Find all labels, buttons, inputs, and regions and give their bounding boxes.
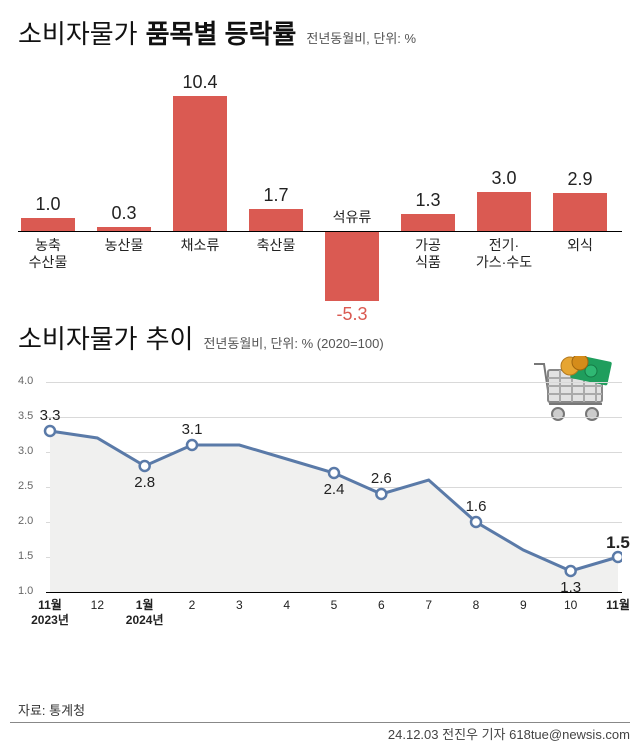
bar-value-label: 0.3: [111, 203, 136, 224]
bar-value-label: 1.3: [415, 190, 440, 211]
line-title-bold: 추이: [146, 319, 194, 356]
point-label: 1.5: [606, 533, 630, 553]
bar-category-label: 농산물: [105, 237, 144, 254]
x-tick-label: 12: [91, 598, 104, 613]
bar-title-row: 소비자물가 품목별 등락률 전년동월비, 단위: %: [18, 14, 622, 51]
x-tick-label: 3: [236, 598, 243, 613]
x-tick-label: 8: [473, 598, 480, 613]
line-title-light: 소비자물가: [18, 319, 138, 356]
x-tick-label: 6: [378, 598, 385, 613]
line-chart: 1.01.52.02.53.03.54.03.32.83.12.42.61.61…: [18, 364, 622, 664]
bar-rect: [173, 96, 227, 231]
x-tick-label: 1월 2024년: [126, 598, 164, 628]
credit: 24.12.03 전진우 기자 618tue@newsis.com: [388, 724, 630, 743]
x-tick-label: 11월: [606, 598, 630, 613]
bar-rect: [325, 232, 379, 301]
source: 자료: 통계청: [18, 700, 85, 719]
point-label: 2.6: [371, 470, 392, 487]
credit-divider: [10, 722, 630, 723]
point-label: 3.3: [40, 407, 61, 424]
bar-rect: [249, 209, 303, 231]
bar-category-label: 외식: [567, 237, 593, 254]
bar-subtitle: 전년동월비, 단위: %: [306, 28, 416, 47]
line-section: 소비자물가 추이 전년동월비, 단위: % (2020=100): [0, 297, 640, 664]
line-subtitle: 전년동월비, 단위: % (2020=100): [203, 333, 383, 352]
bar-title-light: 소비자물가: [18, 14, 138, 51]
bar-section: 소비자물가 품목별 등락률 전년동월비, 단위: % 1.0 농축 수산물 0.3 농…: [0, 0, 640, 297]
bar-chart: 1.0농축 수산물0.3농산물10.4채소류1.7축산물-5.3석유류1.3가공…: [18, 57, 622, 297]
bar-rect: [553, 193, 607, 231]
bar-value-label: 1.0: [35, 194, 60, 215]
bar-rect: [97, 227, 151, 231]
bar-rect: [21, 218, 75, 231]
x-tick-label: 7: [425, 598, 432, 613]
x-tick-label: 2: [189, 598, 196, 613]
bar-value-label: 2.9: [567, 169, 592, 190]
bar-category-label: 농축 수산물: [29, 237, 68, 271]
bar-baseline: [18, 231, 622, 232]
bar-category-label: 축산물: [257, 237, 296, 254]
line-title-row: 소비자물가 추이 전년동월비, 단위: % (2020=100): [18, 319, 622, 356]
x-tick-label: 10: [564, 598, 577, 613]
bar-category-label: 전기· 가스·수도: [476, 237, 532, 271]
bar-value-label: 10.4: [182, 72, 217, 93]
line-svg: [18, 364, 622, 664]
source-value: 통계청: [49, 703, 85, 718]
x-tick-label: 11월 2023년: [31, 598, 69, 628]
bar-value-label: 3.0: [491, 168, 516, 189]
point-label: 2.4: [324, 481, 345, 498]
bar-title-bold: 품목별 등락률: [146, 14, 297, 51]
bar-rect: [477, 192, 531, 231]
bar-category-label: 채소류: [181, 237, 220, 254]
bar-category-label: 가공 식품: [415, 237, 441, 271]
bar-category-label: 석유류: [333, 209, 372, 226]
point-label: 1.3: [560, 579, 581, 596]
bar-value-label: -5.3: [336, 304, 367, 325]
point-label: 2.8: [134, 474, 155, 491]
point-label: 1.6: [466, 498, 487, 515]
bar-value-label: 1.7: [263, 185, 288, 206]
x-tick-label: 9: [520, 598, 527, 613]
point-label: 3.1: [182, 421, 203, 438]
x-tick-label: 5: [331, 598, 338, 613]
bar-rect: [401, 214, 455, 231]
x-tick-label: 4: [283, 598, 290, 613]
source-label: 자료:: [18, 703, 46, 718]
